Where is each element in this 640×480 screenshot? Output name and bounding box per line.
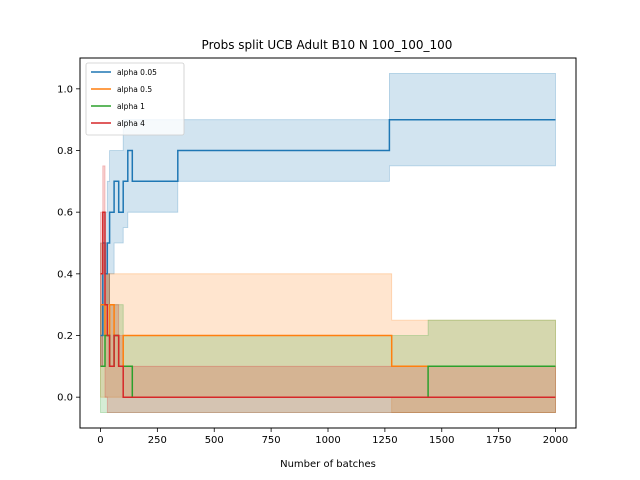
- line-alpha-4: [100, 211, 556, 398]
- x-tick-label: 0: [97, 435, 103, 446]
- x-axis-label: Number of batches: [280, 459, 376, 470]
- legend-label: alpha 1: [117, 102, 145, 111]
- line-alpha-0-05: [100, 118, 556, 337]
- x-tick-label: 2000: [543, 435, 568, 446]
- x-tick-label: 1000: [315, 435, 340, 446]
- confidence-bands: [100, 73, 556, 413]
- y-tick-label: 0.4: [57, 269, 73, 280]
- x-tick-label: 500: [205, 435, 224, 446]
- x-tick-label: 1250: [372, 435, 397, 446]
- legend-label: alpha 0.05: [117, 68, 157, 77]
- y-tick-label: 0.8: [57, 146, 73, 157]
- legend-label: alpha 4: [117, 119, 145, 128]
- x-axis: 0 250 500 750 1000 1250 1500 1750 2000: [97, 428, 568, 446]
- x-tick-label: 750: [262, 435, 281, 446]
- legend: alpha 0.05 alpha 0.5 alpha 1 alpha 4: [85, 62, 185, 136]
- y-tick-label: 0.2: [57, 331, 73, 342]
- y-tick-label: 0.0: [57, 393, 73, 404]
- x-tick-label: 1500: [429, 435, 454, 446]
- series-lines: [100, 118, 556, 398]
- x-tick-label: 250: [148, 435, 167, 446]
- chart-title: Probs split UCB Adult B10 N 100_100_100: [202, 38, 453, 52]
- y-tick-label: 0.6: [57, 208, 73, 219]
- legend-label: alpha 0.5: [117, 85, 152, 94]
- legend-box: [85, 62, 185, 136]
- y-tick-label: 1.0: [57, 84, 73, 95]
- x-tick-label: 1750: [486, 435, 511, 446]
- y-axis: 0.0 0.2 0.4 0.6 0.8 1.0: [57, 84, 80, 404]
